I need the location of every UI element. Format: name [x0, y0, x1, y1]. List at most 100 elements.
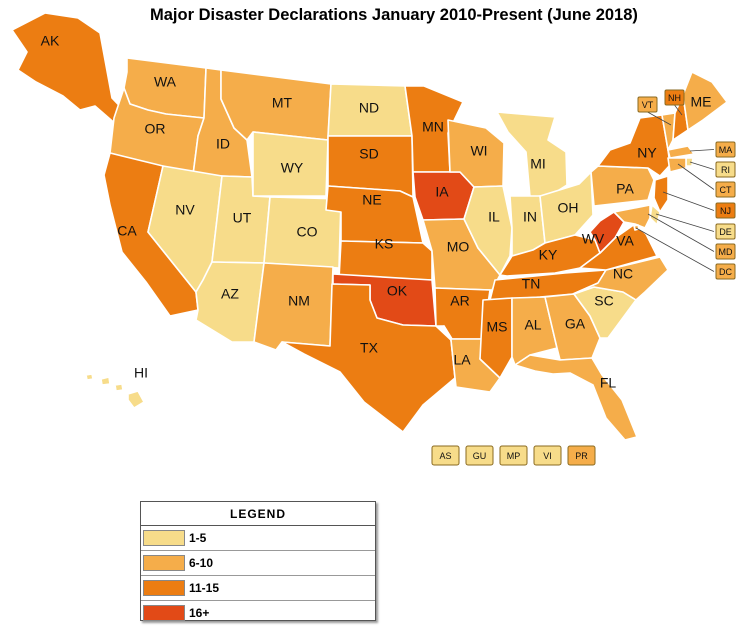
state-label-wa: WA [154, 74, 177, 90]
state-label-nd: ND [359, 100, 379, 116]
legend-swatch [143, 580, 185, 596]
callout-leader-ma [689, 149, 715, 152]
state-label-sc: SC [594, 293, 613, 309]
callout-label-nj: NJ [720, 206, 731, 216]
state-label-hi: HI [134, 365, 148, 381]
legend-item: 16+ [141, 601, 375, 625]
legend-item: 6-10 [141, 551, 375, 576]
state-me [682, 71, 728, 131]
state-labels: AK HI WA OR CA ID NV UT AZ MT WY CO NM ND SD NE KS OK TX MN… [41, 33, 712, 391]
legend-item: 1-5 [141, 526, 375, 551]
legend-label: 1-5 [189, 531, 207, 545]
state-az [195, 261, 265, 343]
callout-leader-ct [677, 163, 715, 190]
state-label-nc: NC [613, 266, 633, 282]
state-ri [685, 157, 694, 167]
state-label-tx: TX [360, 340, 379, 356]
state-label-ks: KS [375, 236, 394, 252]
territory-box-as [431, 445, 460, 466]
legend-swatch [143, 605, 185, 621]
callout-box-ri [715, 161, 736, 178]
callout-box-de [715, 223, 736, 240]
state-label-mi: MI [530, 156, 546, 172]
legend-swatch [143, 530, 185, 546]
legend-swatch [143, 555, 185, 571]
callout-box-vt [637, 96, 658, 113]
states-layer [11, 12, 728, 441]
state-label-ms: MS [487, 319, 508, 335]
state-label-ga: GA [565, 316, 586, 332]
callout-label-md: MD [719, 247, 733, 257]
state-label-id: ID [216, 136, 230, 152]
state-ny [597, 114, 671, 177]
state-label-ia: IA [435, 184, 449, 200]
state-label-ca: CA [117, 223, 137, 239]
state-label-fl: FL [600, 375, 617, 391]
state-nc [572, 256, 669, 301]
state-label-az: AZ [221, 286, 239, 302]
state-wy [252, 131, 329, 197]
callout-leader-nj [662, 191, 715, 211]
state-label-ok: OK [387, 283, 408, 299]
state-label-va: VA [616, 233, 634, 249]
territory-label-mp: MP [507, 451, 521, 461]
callout-leader-nh [674, 104, 683, 116]
state-mi [496, 111, 568, 198]
state-label-co: CO [297, 224, 318, 240]
territory-label-gu: GU [473, 451, 487, 461]
legend: LEGEND 1-5 6-10 11-15 16+ [140, 501, 376, 621]
state-label-or: OR [145, 121, 166, 137]
territory-box-gu [465, 445, 494, 466]
callout-leader-dc [635, 227, 715, 272]
state-label-ky: KY [539, 247, 558, 263]
territory-label-pr: PR [575, 451, 588, 461]
state-label-nm: NM [288, 293, 310, 309]
state-ak [11, 12, 136, 127]
territory-label-as: AS [439, 451, 451, 461]
state-label-sd: SD [359, 146, 378, 162]
state-ks [338, 240, 433, 281]
state-label-mt: MT [272, 95, 293, 111]
territory-boxes: AS GU MP VI PR [431, 445, 596, 466]
callout-box-ct [715, 181, 736, 198]
legend-title: LEGEND [141, 502, 375, 526]
state-label-ut: UT [233, 210, 252, 226]
state-nj [653, 175, 669, 213]
state-label-al: AL [524, 317, 541, 333]
state-ms [479, 297, 513, 379]
callout-label-ri: RI [721, 165, 730, 175]
state-label-wv: WV [582, 231, 605, 247]
territory-label-vi: VI [543, 451, 552, 461]
state-label-in: IN [523, 209, 537, 225]
state-md [613, 204, 651, 229]
callout-label-nh: NH [668, 93, 681, 103]
state-label-mo: MO [447, 239, 470, 255]
state-tx [281, 283, 456, 433]
state-ct [667, 157, 687, 173]
state-label-ne: NE [362, 192, 381, 208]
callout-leader-vt [647, 111, 672, 126]
legend-label: 16+ [189, 606, 210, 620]
callout-leaders [635, 104, 715, 272]
small-state-callouts: VT NH MA RI CT NJ DE MD DC [637, 89, 736, 280]
territory-box-mp [499, 445, 528, 466]
callout-label-vt: VT [642, 100, 654, 110]
state-la [443, 325, 501, 393]
state-label-ny: NY [637, 145, 657, 161]
state-hi [85, 373, 145, 409]
callout-box-md [715, 243, 736, 260]
state-label-nv: NV [175, 202, 195, 218]
state-ma [667, 145, 695, 159]
legend-label: 6-10 [189, 556, 214, 570]
state-label-la: LA [453, 352, 471, 368]
callout-box-dc [715, 263, 736, 280]
state-il [463, 185, 513, 276]
legend-rows: 1-5 6-10 11-15 16+ [141, 526, 375, 625]
state-label-me: ME [691, 94, 712, 110]
callout-leader-md [647, 213, 715, 252]
map-title: Major Disaster Declarations January 2010… [150, 6, 638, 24]
state-label-oh: OH [558, 200, 579, 216]
callout-label-ct: CT [720, 185, 732, 195]
callout-label-dc: DC [719, 267, 732, 277]
callout-label-de: DE [719, 227, 732, 237]
